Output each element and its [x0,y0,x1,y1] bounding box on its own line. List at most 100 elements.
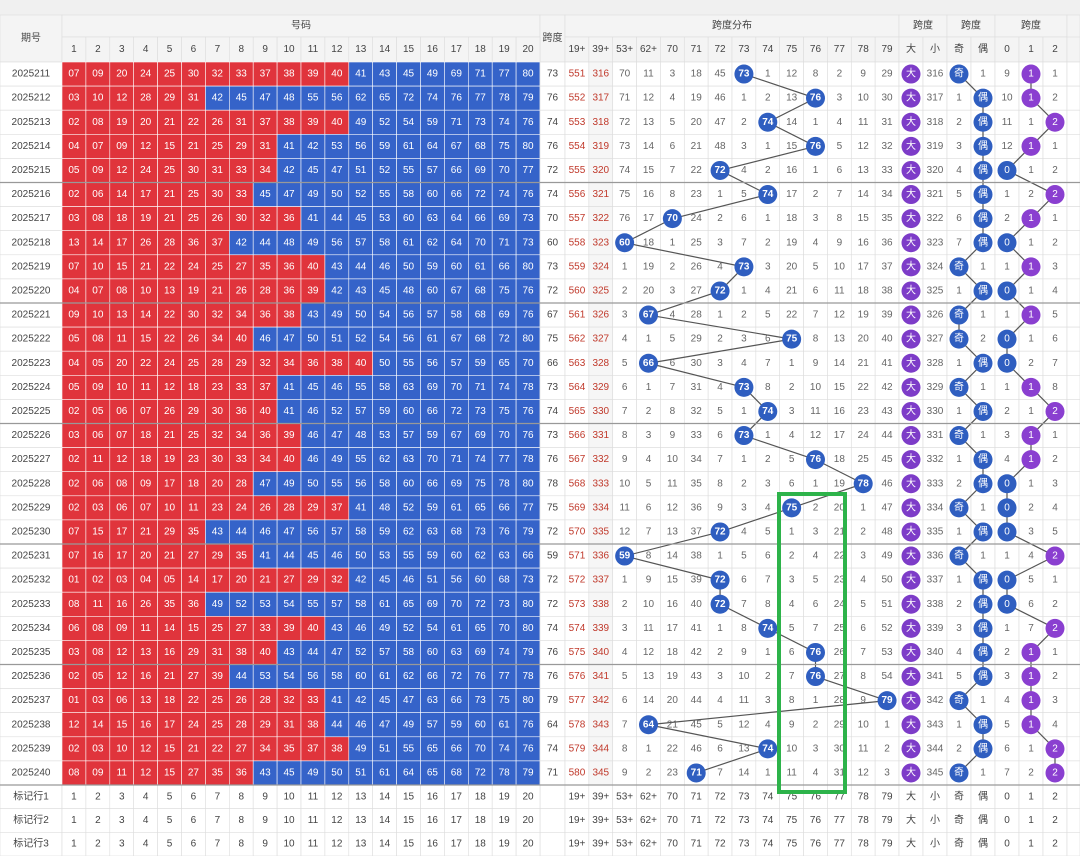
omission: 10 [810,382,822,393]
omission: 328 [592,358,609,369]
cell [1066,182,1080,207]
omission: 1 [765,69,771,80]
footer-cell: 8 [238,815,244,826]
size-hit: 大 [906,621,916,634]
footer-cell: 16 [427,815,439,826]
number: 28 [164,237,176,248]
omission: 342 [592,695,609,706]
span: 76 [547,93,559,104]
number: 38 [331,358,343,369]
footer-cell: 74 [762,839,774,850]
omission: 4 [622,334,628,345]
omission: 3 [622,623,628,634]
omission: 4 [717,382,723,393]
omission: 4 [1028,551,1034,562]
number: 17 [116,526,128,537]
number: 66 [427,406,439,417]
number: 10 [92,93,104,104]
omission: 1 [646,334,652,345]
column-label: 0 [1004,44,1010,55]
omission: 5 [1004,719,1010,730]
number: 66 [427,478,439,489]
number: 44 [283,551,295,562]
omission: 5 [670,117,676,128]
parity-hit: 偶 [978,452,988,465]
omission: 1 [646,382,652,393]
cells [0,14,1080,857]
number: 53 [260,599,272,610]
number: 64 [451,213,463,224]
footer-cell: 10 [283,791,295,802]
omission: 563 [569,358,586,369]
size-hit: 大 [906,404,916,417]
size-hit: 大 [906,380,916,393]
footer-cell: 76 [810,839,822,850]
number: 60 [451,551,463,562]
size-hit: 大 [906,283,916,296]
omission: 34 [882,189,894,200]
column-label: 14 [379,44,391,55]
number: 59 [427,551,439,562]
omission: 4 [1052,285,1058,296]
omission: 1 [956,93,962,104]
number: 40 [260,406,272,417]
number: 21 [164,671,176,682]
cell [0,134,63,159]
omission: 1 [1004,189,1010,200]
omission: 21 [691,141,703,152]
omission: 14 [834,358,846,369]
footer-cell: 1 [71,815,77,826]
number: 34 [283,358,295,369]
number: 80 [522,334,534,345]
omission: 2 [1052,237,1058,248]
footer-cell: 13 [355,791,367,802]
number: 60 [427,285,439,296]
span: 70 [547,213,559,224]
mod-hit: 1 [1028,647,1034,658]
column-label: 79 [882,44,894,55]
number: 07 [140,406,152,417]
number: 35 [260,261,272,272]
number: 77 [499,671,511,682]
omission: 14 [738,767,750,778]
omission: 9 [860,69,866,80]
omission: 6 [765,334,771,345]
column-label: 53+ [616,44,633,55]
footer-cell: 5 [167,815,173,826]
omission: 20 [858,334,870,345]
omission: 3 [860,551,866,562]
number: 21 [164,551,176,562]
number: 29 [260,719,272,730]
omission: 6 [670,358,676,369]
omission: 2 [765,165,771,176]
omission: 3 [622,310,628,321]
number: 36 [283,285,295,296]
omission: 1 [765,767,771,778]
number: 50 [355,310,367,321]
footer-cell: 77 [834,815,846,826]
footer-cell: 1 [1028,791,1034,802]
omission: 325 [927,285,944,296]
omission: 2 [860,526,866,537]
number: 31 [212,165,224,176]
omission: 571 [569,551,586,562]
number: 10 [164,502,176,513]
number: 16 [116,599,128,610]
omission: 52 [882,623,894,634]
omission: 10 [667,454,679,465]
omission: 15 [834,382,846,393]
number: 22 [188,695,200,706]
omission: 565 [569,406,586,417]
omission: 2 [622,285,628,296]
omission: 14 [643,141,655,152]
number: 33 [236,454,248,465]
footer-cell: 53+ [616,791,633,802]
omission: 10 [738,671,750,682]
size-hit: 大 [906,645,916,658]
omission: 7 [1052,358,1058,369]
omission: 4 [789,599,795,610]
number: 46 [355,719,367,730]
number: 41 [283,406,295,417]
column-label: 70 [667,44,679,55]
omission: 24 [858,430,870,441]
